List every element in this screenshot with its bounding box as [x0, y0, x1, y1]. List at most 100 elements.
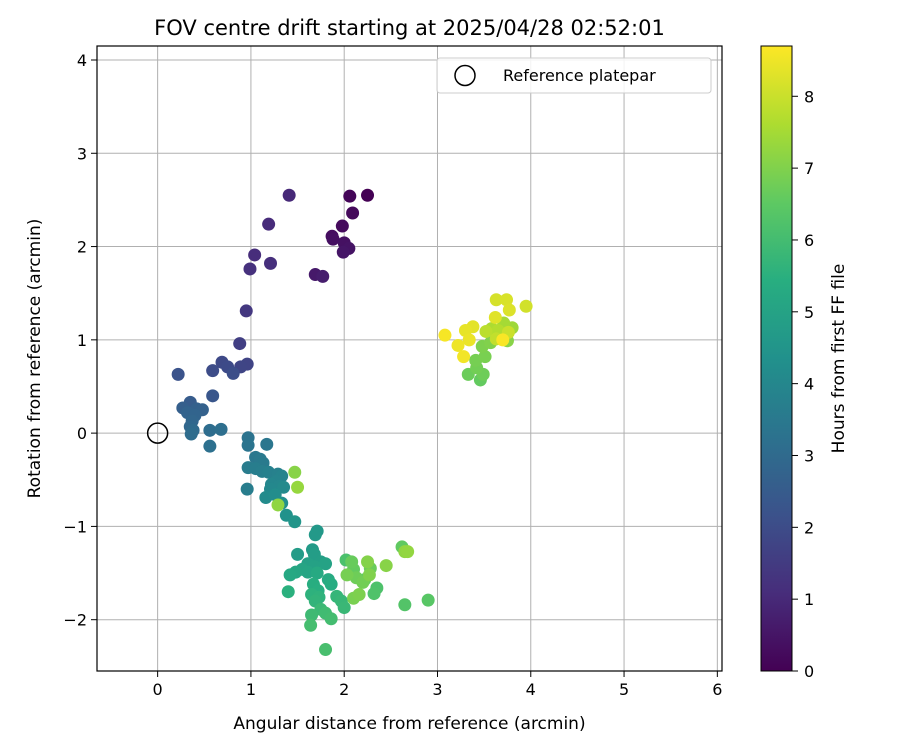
scatter-point: [203, 423, 217, 437]
scatter-point: [262, 217, 276, 231]
scatter-point: [361, 555, 375, 569]
scatter-point: [214, 422, 228, 436]
scatter-point: [336, 245, 350, 259]
scatter-point: [243, 262, 257, 276]
y-axis-ticks: −2 −1 0 1 2 3 4: [63, 51, 97, 630]
scatter-point: [310, 566, 324, 580]
plot-area: 0 1 2 3 4 5 6 −2 −1 0 1 2 3 4: [63, 45, 723, 699]
scatter-point: [291, 547, 305, 561]
scatter-point: [451, 338, 465, 352]
scatter-point: [421, 593, 435, 607]
scatter-point: [206, 364, 220, 378]
scatter-point: [478, 350, 492, 364]
colorbar-tick-label: 4: [804, 375, 814, 394]
scatter-point: [241, 438, 255, 452]
grid: [97, 46, 722, 671]
scatter-point: [500, 293, 514, 307]
colorbar: 0 1 2 3 4 5 6 7 8 Hours from first FF file: [760, 45, 849, 681]
scatter-point: [319, 557, 333, 571]
x-tick-label: 2: [339, 680, 349, 699]
scatter-point: [324, 577, 338, 591]
colorbar-tick-label: 1: [804, 590, 814, 609]
scatter-point: [346, 206, 360, 220]
legend-reference-label: Reference platepar: [503, 66, 656, 85]
axes-frame: [96, 45, 723, 672]
colorbar-ticks: 0 1 2 3 4 5 6 7 8: [792, 87, 814, 681]
y-tick-label: 1: [77, 331, 87, 350]
scatter-point: [326, 232, 340, 246]
scatter-point: [233, 337, 247, 351]
scatter-point: [288, 515, 302, 529]
x-tick-label: 1: [246, 680, 256, 699]
chart-title: FOV centre drift starting at 2025/04/28 …: [154, 16, 665, 40]
scatter-point: [438, 328, 452, 342]
y-tick-label: −2: [63, 611, 87, 630]
scatter-point: [462, 333, 476, 347]
legend-reference-marker: [454, 64, 476, 87]
colorbar-tick-label: 8: [804, 87, 814, 106]
scatter-point: [171, 367, 185, 381]
x-tick-label: 6: [712, 680, 722, 699]
y-axis-label: Rotation from reference (arcmin): [25, 219, 45, 499]
reference-point-marker: [146, 422, 169, 444]
scatter-point: [248, 248, 262, 262]
scatter-point: [367, 587, 381, 601]
scatter-point: [271, 498, 285, 512]
colorbar-tick-label: 6: [804, 231, 814, 250]
scatter-point: [379, 559, 393, 573]
scatter-point: [291, 480, 305, 494]
scatter-point: [305, 608, 319, 622]
y-tick-label: 4: [77, 51, 87, 70]
scatter-point: [401, 545, 415, 559]
scatter-point: [283, 568, 297, 582]
colorbar-gradient: [760, 45, 793, 672]
scatter-point: [489, 293, 503, 307]
scatter-point: [203, 439, 217, 453]
colorbar-tick-label: 2: [804, 518, 814, 537]
colorbar-tick-label: 0: [804, 662, 814, 681]
scatter-point: [335, 219, 349, 233]
scatter-point: [519, 299, 533, 313]
scatter-point: [304, 618, 318, 632]
x-tick-label: 4: [526, 680, 536, 699]
scatter-point: [361, 188, 375, 202]
scatter-point: [398, 598, 412, 612]
scatter-point: [352, 588, 366, 602]
colorbar-tick-label: 3: [804, 446, 814, 465]
y-tick-label: 2: [77, 238, 87, 257]
scatter-point: [277, 480, 291, 494]
scatter-point: [282, 188, 296, 202]
scatter-point: [362, 568, 376, 582]
y-tick-label: −1: [63, 517, 87, 536]
scatter-point: [301, 565, 315, 579]
scatter-point: [345, 555, 359, 569]
scatter-point: [340, 568, 354, 582]
scatter-point: [308, 528, 322, 542]
x-tick-label: 5: [619, 680, 629, 699]
legend: Reference platepar: [436, 57, 712, 94]
scatter-point: [288, 465, 302, 479]
colorbar-tick-label: 5: [804, 303, 814, 322]
scatter-point: [264, 256, 278, 270]
legend-box: [436, 57, 712, 94]
scatter-point: [319, 643, 333, 657]
x-tick-label: 3: [432, 680, 442, 699]
scatter-point: [488, 310, 502, 324]
colorbar-tick-label: 7: [804, 159, 814, 178]
scatter-point: [337, 601, 351, 615]
scatter-point: [316, 269, 330, 283]
scatter-point: [324, 612, 338, 626]
scatter-point: [260, 437, 274, 451]
scatter-point: [343, 189, 357, 203]
scatter-point: [502, 303, 516, 317]
x-axis-label: Angular distance from reference (arcmin): [233, 714, 585, 734]
scatter-point: [457, 350, 471, 364]
scatter-point: [281, 585, 295, 599]
scatter-point: [226, 366, 240, 380]
scatter-point: [239, 304, 253, 318]
colorbar-label: Hours from first FF file: [829, 264, 849, 454]
scatter-points: [171, 188, 533, 657]
y-tick-label: 0: [77, 424, 87, 443]
x-axis-ticks: 0 1 2 3 4 5 6: [153, 671, 722, 699]
